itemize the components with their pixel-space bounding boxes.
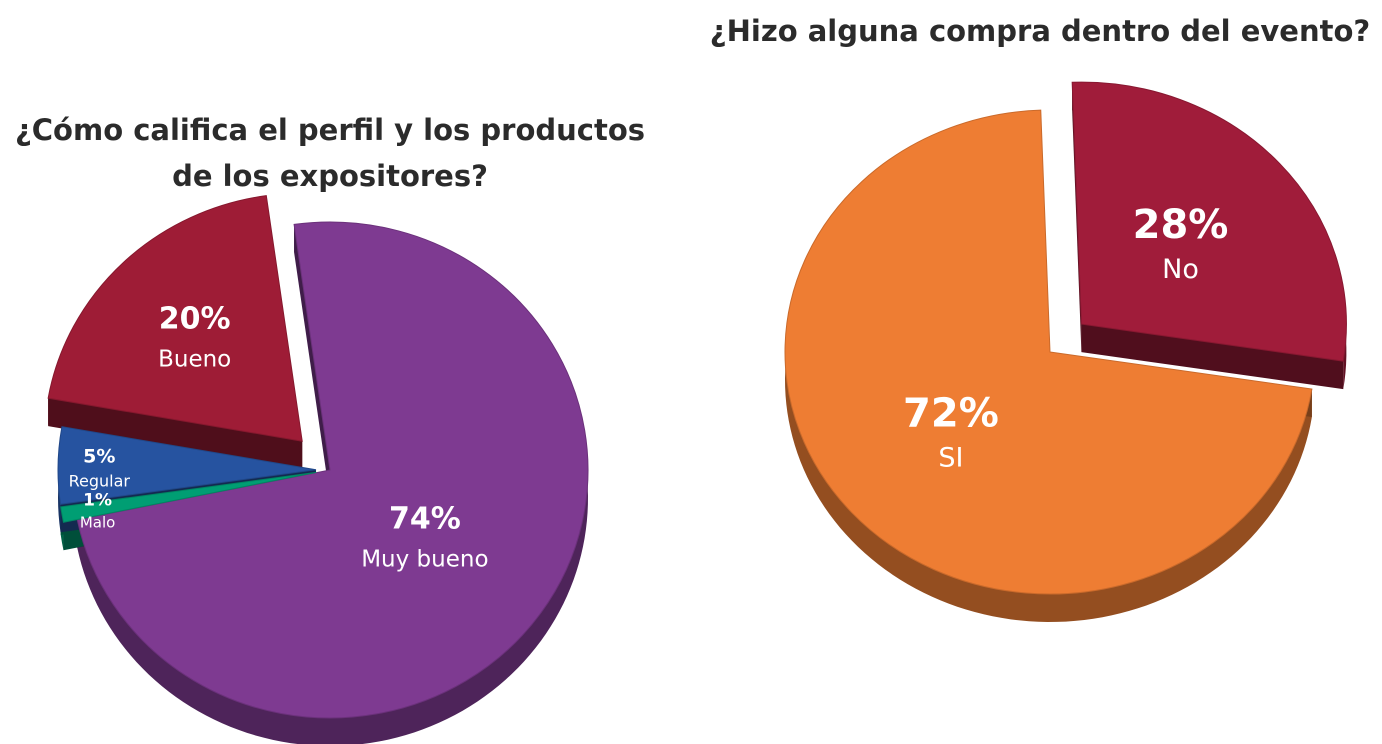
pie-1-pct-label-bueno: 20% (159, 301, 231, 336)
pie-1-category-label-bueno: Bueno (158, 346, 231, 372)
pie-1-slice-bueno (47, 195, 303, 442)
pie-1-category-label-muy-bueno: Muy bueno (361, 547, 488, 573)
pie-2-category-label-no: No (1162, 254, 1199, 285)
pie-2-edge-no-1 (1081, 324, 1344, 390)
pie-chart-1: 74% Muy bueno 1% Malo 5% Regular 20% Bueno (47, 195, 589, 744)
pie-1-edge-bueno-0 (48, 398, 303, 470)
pie-2-category-label-si: SI (938, 442, 963, 473)
pie-1-pct-label-malo: 1% (83, 490, 112, 510)
chart-title-left: ¿Cómo califica el perfil y los productos… (0, 107, 660, 199)
chart-title-left-line-2: de los expositores? (172, 159, 488, 193)
pie-2-slice-no (1071, 81, 1347, 362)
pie-2-pct-label-si: 72% (903, 390, 999, 436)
pie-1-slice-muy-bueno (76, 221, 589, 719)
chart-title-left-line-1: ¿Cómo califica el perfil y los productos (14, 113, 646, 147)
pie-2-pct-label-no: 28% (1133, 202, 1229, 248)
pie-1-category-label-malo: Malo (80, 513, 115, 531)
pie-1-pct-label-muy-bueno: 74% (389, 502, 461, 537)
pie-2-slice-si (784, 109, 1313, 595)
pie-1-pct-label-regular: 5% (83, 446, 115, 468)
pie-1-category-label-regular: Regular (69, 472, 131, 491)
pie-chart-2: 28% No 72% SI (784, 81, 1347, 622)
pie-1-slice-malo (60, 471, 317, 523)
chart-title-right: ¿Hizo alguna compra dentro del evento? (709, 14, 1371, 48)
pie-1-slice-regular (57, 426, 317, 505)
pie-1-edge-muy-bueno-0 (294, 224, 330, 498)
